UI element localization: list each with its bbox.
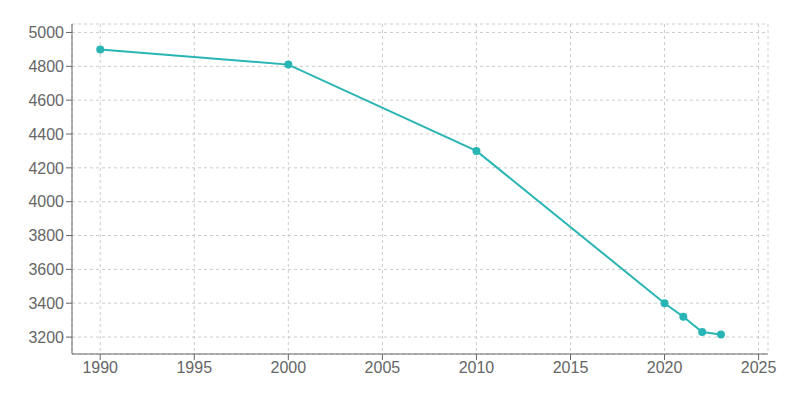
svg-text:2010: 2010 [459, 359, 495, 376]
svg-text:3800: 3800 [28, 227, 64, 244]
svg-text:2000: 2000 [271, 359, 307, 376]
svg-text:4600: 4600 [28, 92, 64, 109]
svg-text:5000: 5000 [28, 24, 64, 41]
svg-text:2005: 2005 [365, 359, 401, 376]
svg-text:3400: 3400 [28, 295, 64, 312]
svg-text:4200: 4200 [28, 160, 64, 177]
svg-text:3200: 3200 [28, 329, 64, 346]
svg-text:2015: 2015 [553, 359, 589, 376]
svg-text:4000: 4000 [28, 193, 64, 210]
svg-text:1990: 1990 [82, 359, 118, 376]
svg-text:2025: 2025 [741, 359, 777, 376]
svg-text:4400: 4400 [28, 126, 64, 143]
svg-text:1995: 1995 [176, 359, 212, 376]
svg-text:2020: 2020 [647, 359, 683, 376]
svg-text:4800: 4800 [28, 58, 64, 75]
svg-text:3600: 3600 [28, 261, 64, 278]
